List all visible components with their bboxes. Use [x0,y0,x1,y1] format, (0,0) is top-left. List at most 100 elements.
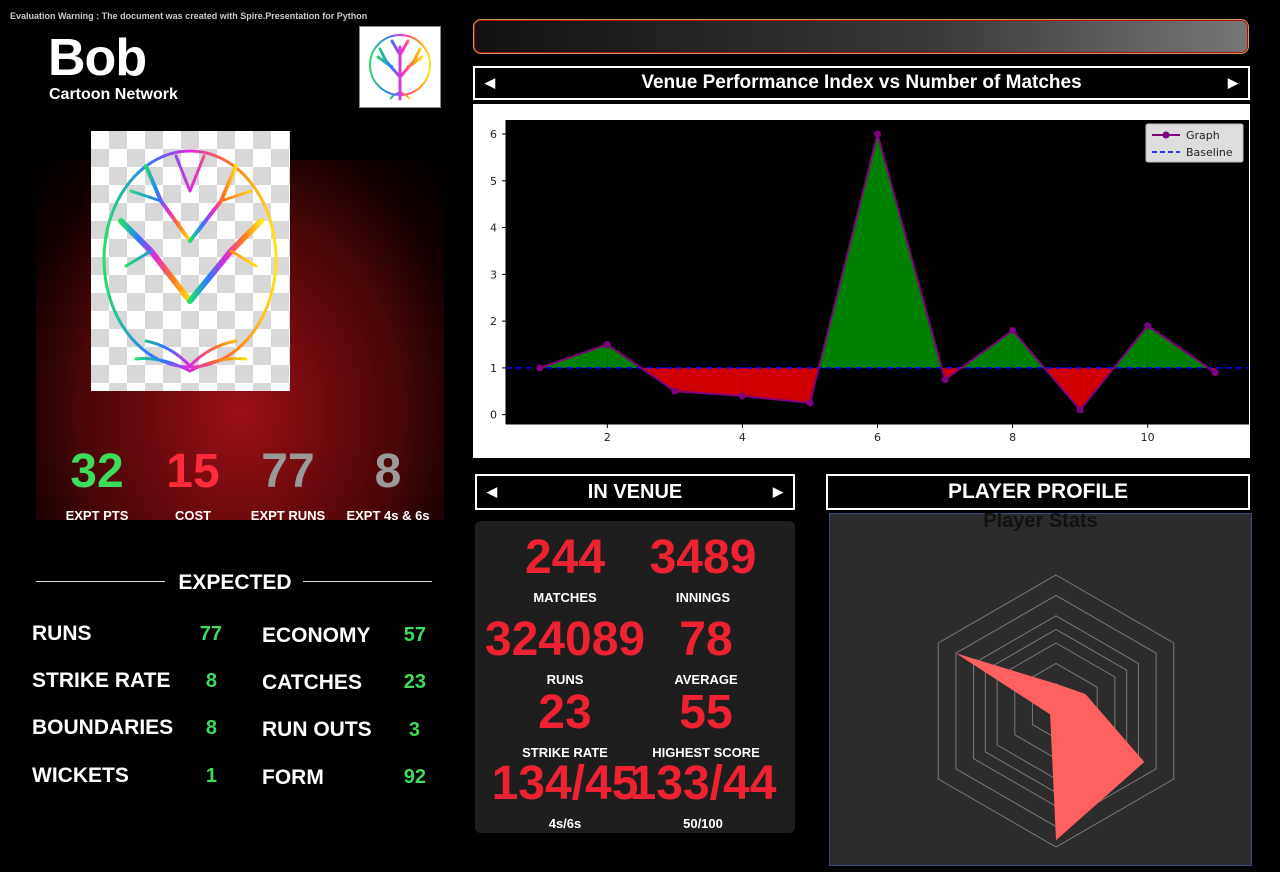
venue-stat-average: 78 AVERAGE [631,613,781,688]
legend-baseline-label: Baseline [1186,146,1233,159]
expected-label: RUNS [32,622,92,645]
prev-chart-arrow-icon[interactable]: ◀ [485,75,495,90]
radar-chart [937,574,1175,848]
venue-stat-label: STRIKE RATE [522,745,608,760]
data-point [1144,322,1152,330]
venue-header: ◀ IN VENUE ▶ [475,474,795,510]
radar-area [955,653,1145,841]
x-tick-label: 10 [1141,431,1155,444]
venue-stat-label: RUNS [546,672,584,687]
y-tick-label: 5 [490,175,497,188]
x-tick-label: 6 [874,431,881,444]
expected-title: EXPECTED [178,571,292,594]
divider-right [303,581,432,582]
data-point [738,392,746,400]
venue-stat-strike-rate: 23 STRIKE RATE [490,689,640,761]
y-tick-label: 2 [490,315,497,328]
next-chart-arrow-icon[interactable]: ▶ [1228,75,1238,90]
y-tick-label: 3 [490,268,497,281]
venue-stat-label: 4s/6s [548,816,582,831]
venue-stat-value: 133/44 [629,757,777,810]
data-point [941,376,949,384]
y-tick-label: 0 [490,409,497,422]
expected-label: BOUNDARIES [32,716,174,739]
venue-stat-highest-score: 55 HIGHEST SCORE [631,686,781,761]
expected-value: 1 [205,765,217,787]
team-logo [359,26,441,108]
kpi-expt-runs: 77 EXPT RUNS [238,445,338,524]
venue-header-title: IN VENUE [587,480,683,503]
player-name: Bob [48,29,147,87]
expected-label: FORM [262,766,324,789]
expected-label: ECONOMY [262,624,371,647]
area-fill [1208,367,1216,373]
data-point [1211,369,1219,377]
tree-image-icon [102,149,278,376]
expected-value: 8 [205,717,217,739]
kpi-label: COST [174,508,212,523]
venue-stat-innings: 3489 INNINGS [628,531,778,606]
venue-stat-value: 244 [524,531,606,584]
kpi-expt-pts: 32 EXPT PTS [47,445,147,524]
kpi-value: 15 [166,445,220,498]
expected-label: STRIKE RATE [32,669,171,692]
venue-performance-chart: 0 1 2 3 4 5 6 2 4 6 8 10 Graph Baseline [473,104,1250,458]
venue-stat-value: 78 [679,613,733,666]
legend-graph-marker [1162,131,1170,139]
data-point [1009,326,1017,334]
expected-value: 3 [408,719,420,741]
expected-value: 8 [205,670,217,692]
player-profile-panel: Player Stats [829,510,1252,866]
venue-stat-value: 55 [679,686,733,739]
kpi-label: EXPT RUNS [250,508,326,523]
prev-venue-arrow-icon[interactable]: ◀ [487,484,497,499]
expected-label: CATCHES [262,671,362,694]
venue-stat-runs: 324089 RUNS [477,613,653,688]
venue-stat-label: INNINGS [675,590,731,605]
expected-value: 23 [403,671,426,693]
data-point [603,340,611,348]
data-point [874,130,881,138]
expected-label: RUN OUTS [262,718,372,741]
chart-header-title: Venue Performance Index vs Number of Mat… [641,72,1082,93]
divider-left [36,581,165,582]
venue-stat-label: 50/100 [683,816,723,831]
data-point [1076,406,1084,414]
data-point [671,387,679,395]
legend-graph-label: Graph [1186,129,1220,142]
venue-stat-50-100: 133/44 50/100 [628,757,778,832]
kpi-cost: 15 COST [143,445,243,524]
radar-grid-ring [937,574,1175,848]
venue-stats-panel [475,521,795,833]
venue-stat-4s-6s: 134/45 4s/6s [490,757,640,832]
venue-stat-label: AVERAGE [674,672,738,687]
y-tick-label: 1 [490,362,497,375]
x-tick-label: 2 [604,431,611,444]
venue-stat-value: 324089 [484,613,646,666]
venue-stat-label: HIGHEST SCORE [652,745,760,760]
venue-stat-value: 3489 [649,531,757,584]
venue-stat-value: 134/45 [491,757,639,810]
kpi-value: 32 [70,445,124,498]
kpi-value: 8 [374,445,402,498]
player-photo [91,131,290,391]
kpi-value: 77 [261,445,315,498]
kpi-label: EXPT 4s & 6s [346,508,430,523]
kpi-label: EXPT PTS [65,508,129,523]
radar-title: Player Stats [983,510,1098,532]
chart-svg: 0 1 2 3 4 5 6 2 4 6 8 10 Graph Baseline [490,120,1249,444]
player-profile-header: PLAYER PROFILE [826,474,1250,510]
area-fill [742,367,810,403]
area-fill [674,367,743,396]
chart-header: ◀ Venue Performance Index vs Number of M… [473,66,1250,100]
expected-value: 92 [403,766,426,788]
venue-stat-matches: 244 MATCHES [490,531,640,606]
player-team: Cartoon Network [49,86,178,103]
x-tick-label: 4 [739,431,746,444]
area-fill [941,367,946,380]
area-fill [1080,367,1114,410]
evaluation-warning: Evaluation Warning : The document was cr… [10,11,368,21]
expected-value: 77 [199,623,222,645]
player-profile-title: PLAYER PROFILE [947,480,1129,503]
next-venue-arrow-icon[interactable]: ▶ [773,484,783,499]
